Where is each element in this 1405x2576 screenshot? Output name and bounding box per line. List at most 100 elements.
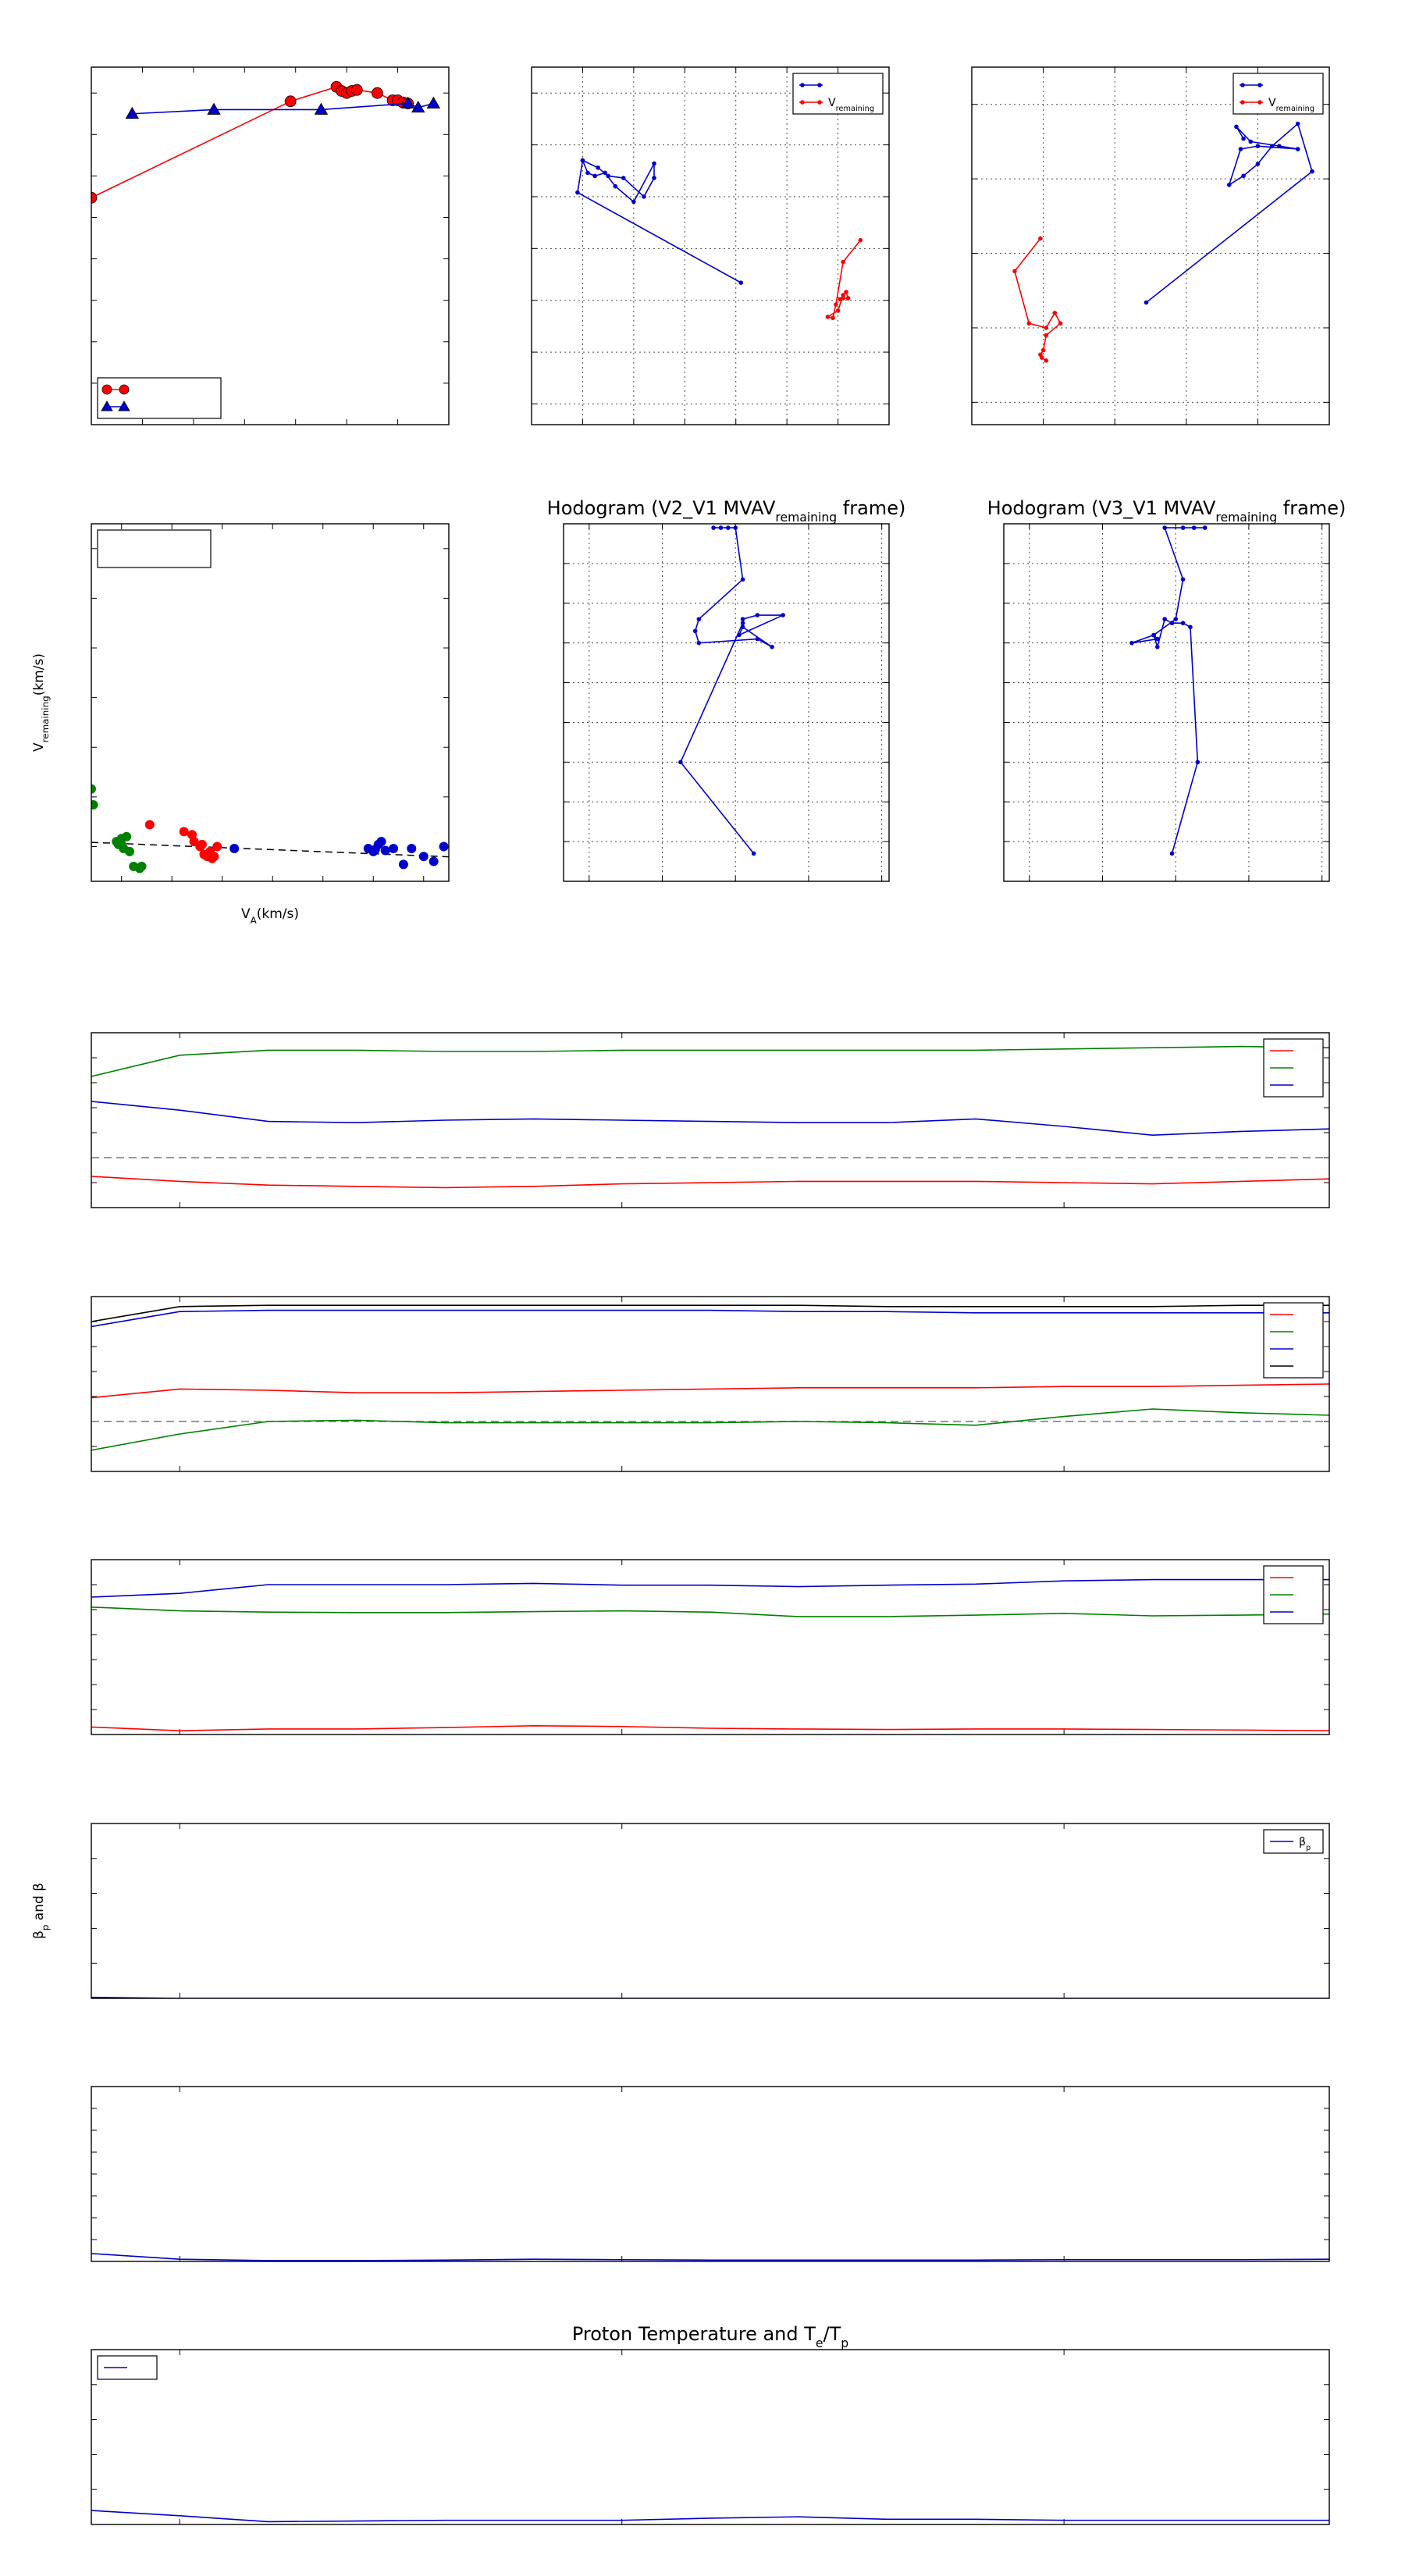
data-point: [1238, 147, 1243, 151]
data-point: [696, 640, 702, 646]
data-point: [1241, 173, 1246, 179]
legend-box: [1263, 1302, 1324, 1379]
series-tp-line: [91, 2510, 1329, 2523]
data-point: [1191, 525, 1197, 530]
legend-marker: [1240, 100, 1245, 105]
series-b--line: [1146, 123, 1313, 304]
chart-ts2: [91, 1296, 1330, 1472]
plot-frame: [91, 66, 450, 425]
series-0-line: [1131, 527, 1205, 854]
series-vy-line: [91, 1606, 1329, 1617]
data-point: [838, 297, 842, 302]
data-point: [642, 194, 646, 199]
plot-area: [1129, 525, 1208, 856]
data-point: [137, 861, 147, 871]
data-point: [592, 173, 597, 179]
data-point: [1269, 144, 1275, 148]
plot-area: [1012, 121, 1314, 363]
data-point: [1226, 182, 1232, 187]
series-bx-line: [91, 1176, 1329, 1189]
data-point: [740, 577, 745, 582]
plot-area: [678, 525, 785, 856]
series-v-remaining-line: [826, 240, 861, 319]
data-point: [418, 852, 429, 862]
plot-frame: [1003, 523, 1330, 882]
plot-area: [91, 80, 441, 204]
data-point: [1044, 358, 1049, 363]
series--b--line: [91, 1304, 1329, 1322]
data-point: [1026, 321, 1032, 326]
data-point: [371, 87, 383, 99]
legend-box: [792, 73, 884, 115]
series-0-line: [91, 2253, 1329, 2261]
data-point: [692, 628, 698, 634]
legend-marker: [101, 400, 113, 411]
data-point: [91, 800, 98, 810]
plot-frame: [563, 523, 890, 882]
legend-marker: [1240, 83, 1245, 87]
plot-area: [91, 1578, 1329, 1732]
data-point: [580, 158, 585, 163]
plot-frame: [531, 66, 890, 425]
legend-marker: [800, 83, 805, 87]
data-point: [1044, 326, 1049, 330]
data-point: [1040, 347, 1046, 353]
data-point: [229, 844, 240, 854]
legend: [1263, 1038, 1324, 1098]
data-point: [1154, 644, 1160, 649]
data-point: [718, 525, 724, 530]
data-point: [740, 624, 745, 630]
data-point: [1248, 139, 1254, 144]
chart-h4: Hodogram (V3_V1 MVAVremaining frame): [987, 497, 1346, 882]
chart-tp: [91, 66, 450, 425]
chart-h1: Vremaining: [531, 66, 890, 425]
data-point: [841, 293, 845, 297]
data-point: [1012, 269, 1017, 274]
data-point: [1173, 617, 1179, 621]
data-point: [737, 632, 742, 638]
data-point: [603, 170, 608, 176]
data-point: [400, 96, 415, 109]
legend-marker: [118, 400, 130, 411]
data-point: [740, 617, 745, 621]
data-point: [429, 856, 439, 866]
chart-ts4: βp and β βp: [31, 1823, 1330, 1999]
data-point: [678, 760, 683, 765]
legend: βp: [1263, 1829, 1324, 1854]
data-point: [314, 102, 329, 115]
data-point: [1180, 621, 1186, 626]
data-point: [621, 176, 626, 180]
data-point: [1169, 621, 1175, 626]
plot-area: [91, 784, 449, 873]
data-point: [1151, 632, 1156, 638]
series-by-line: [91, 1045, 1329, 1077]
data-point: [1241, 136, 1246, 141]
data-point: [841, 259, 845, 265]
data-point: [834, 302, 838, 307]
data-point: [835, 308, 841, 313]
plot-frame: [91, 2349, 1330, 2525]
data-point: [125, 846, 135, 856]
plot-frame: [91, 523, 450, 882]
series-bx--line: [91, 1383, 1329, 1399]
data-point: [1180, 577, 1186, 582]
chart-ts6: Proton Temperature and Te/Tp: [91, 2323, 1330, 2525]
chart-h3: Hodogram (V2_V1 MVAVremaining frame): [547, 497, 905, 882]
plot-frame: [91, 2086, 1330, 2262]
data-point: [398, 859, 408, 870]
legend-box: [97, 377, 222, 419]
data-point: [284, 95, 297, 108]
y-axis-label: βp and β: [31, 1883, 51, 1939]
series-vz-line: [91, 1578, 1329, 1598]
data-point: [212, 841, 222, 852]
plot-area: [575, 158, 863, 321]
data-point: [1039, 355, 1044, 360]
data-point: [179, 827, 189, 837]
x-axis-label: VA(km/s): [241, 906, 299, 926]
chart-ts5: [91, 2086, 1330, 2262]
data-point: [411, 100, 425, 113]
chart-ts1: [91, 1032, 1330, 1208]
plot-area: [91, 1304, 1329, 1451]
data-point: [1188, 624, 1193, 630]
